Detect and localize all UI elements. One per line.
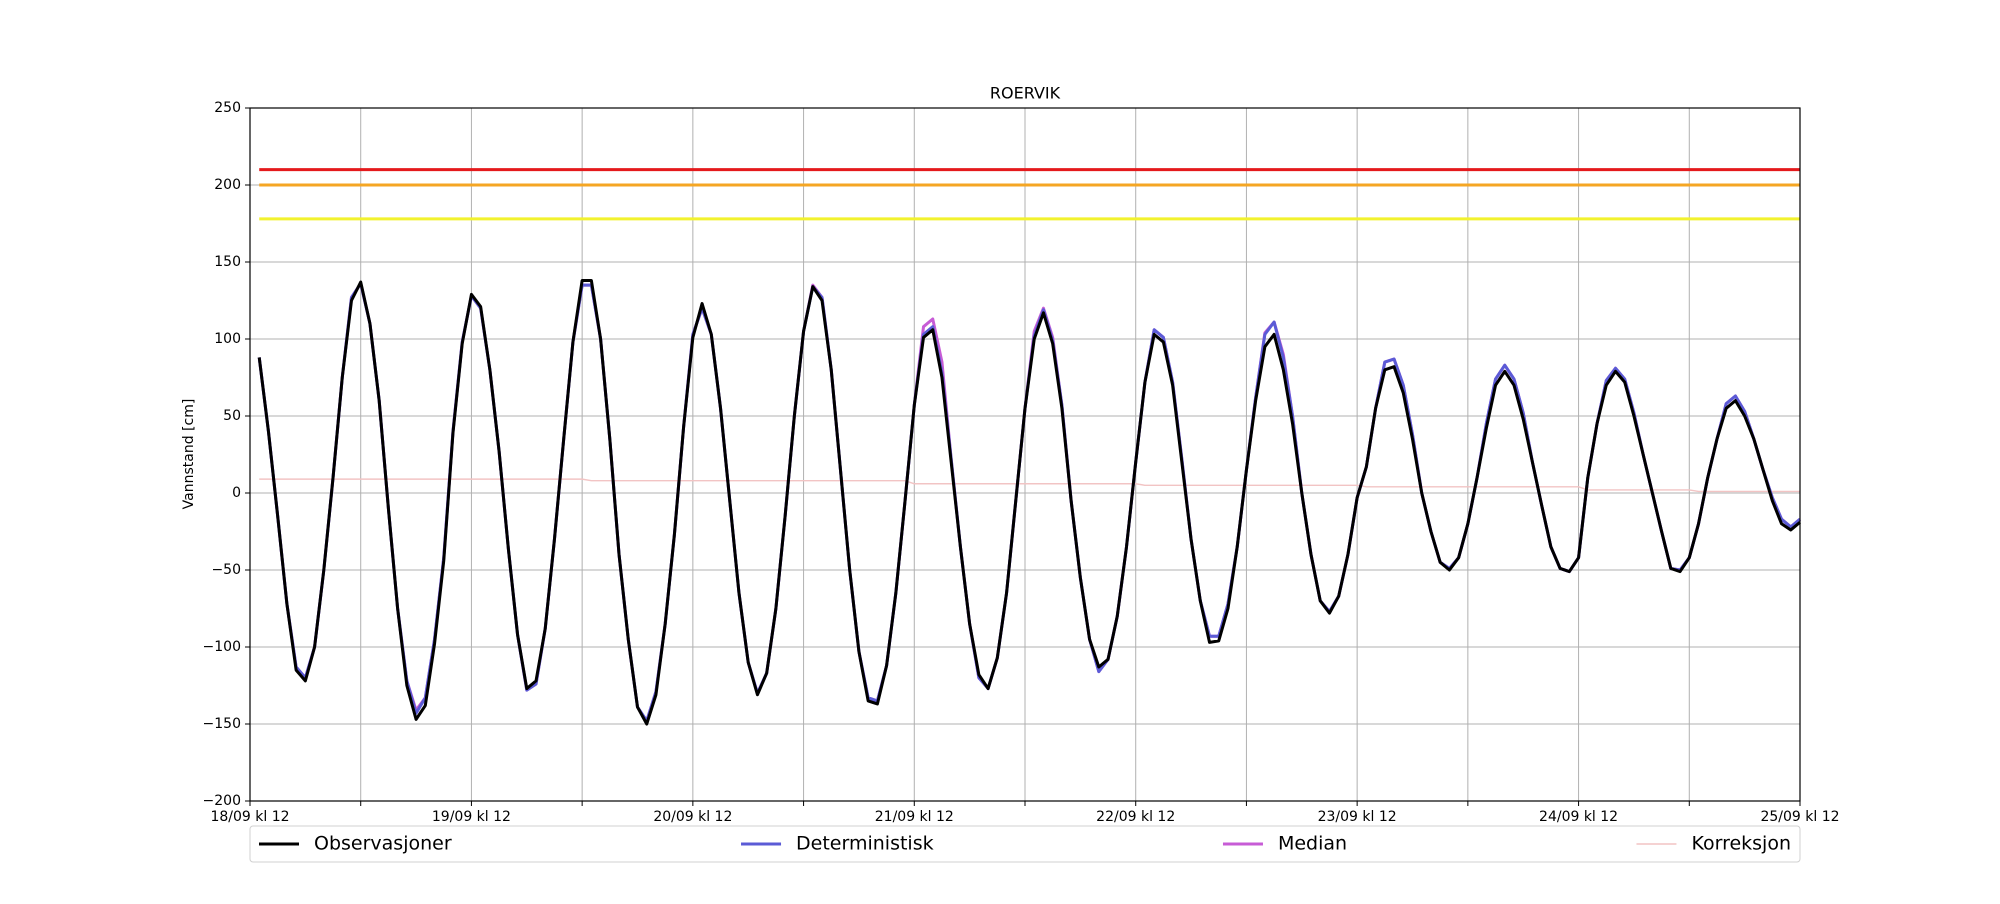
x-tick-label: 18/09 kl 12 xyxy=(210,809,289,825)
y-tick-label: 100 xyxy=(214,331,241,347)
legend-item: Median xyxy=(1222,833,1347,855)
series-line xyxy=(257,282,1801,723)
y-tick-label: −200 xyxy=(203,793,241,809)
series-line xyxy=(259,478,1800,493)
legend-box xyxy=(249,825,1801,863)
x-tick-label: 23/09 kl 12 xyxy=(1318,809,1397,825)
legend-label: Deterministisk xyxy=(796,833,934,855)
y-tick-label: −50 xyxy=(211,562,241,578)
x-tick-label: 21/09 kl 12 xyxy=(875,809,954,825)
y-axis-label: Vannstand [cm] xyxy=(181,399,197,510)
legend-item: Observasjoner xyxy=(259,833,452,855)
y-tick-label: 50 xyxy=(223,408,241,424)
y-tick-label: 0 xyxy=(232,485,241,501)
y-tick-label: 150 xyxy=(214,254,241,270)
series-line xyxy=(257,282,1801,723)
y-tick-label: 200 xyxy=(214,177,241,193)
legend-item: Deterministisk xyxy=(741,833,934,855)
x-tick-label: 24/09 kl 12 xyxy=(1539,809,1618,825)
x-tick-label: 19/09 kl 12 xyxy=(432,809,511,825)
x-tick-label: 25/09 kl 12 xyxy=(1760,809,1839,825)
plot-frame xyxy=(249,107,1801,802)
x-tick-label: 20/09 kl 12 xyxy=(653,809,732,825)
legend-item: Korreksjon xyxy=(1636,833,1791,855)
chart-title: ROERVIK xyxy=(990,84,1061,103)
series-line xyxy=(257,278,1801,726)
x-tick-label: 22/09 kl 12 xyxy=(1096,809,1175,825)
legend-label: Median xyxy=(1278,833,1347,855)
legend-label: Korreksjon xyxy=(1691,833,1791,855)
legend-label: Observasjoner xyxy=(314,833,452,855)
y-tick-label: −150 xyxy=(203,716,241,732)
y-tick-label: −100 xyxy=(203,639,241,655)
y-tick-label: 250 xyxy=(214,100,241,116)
